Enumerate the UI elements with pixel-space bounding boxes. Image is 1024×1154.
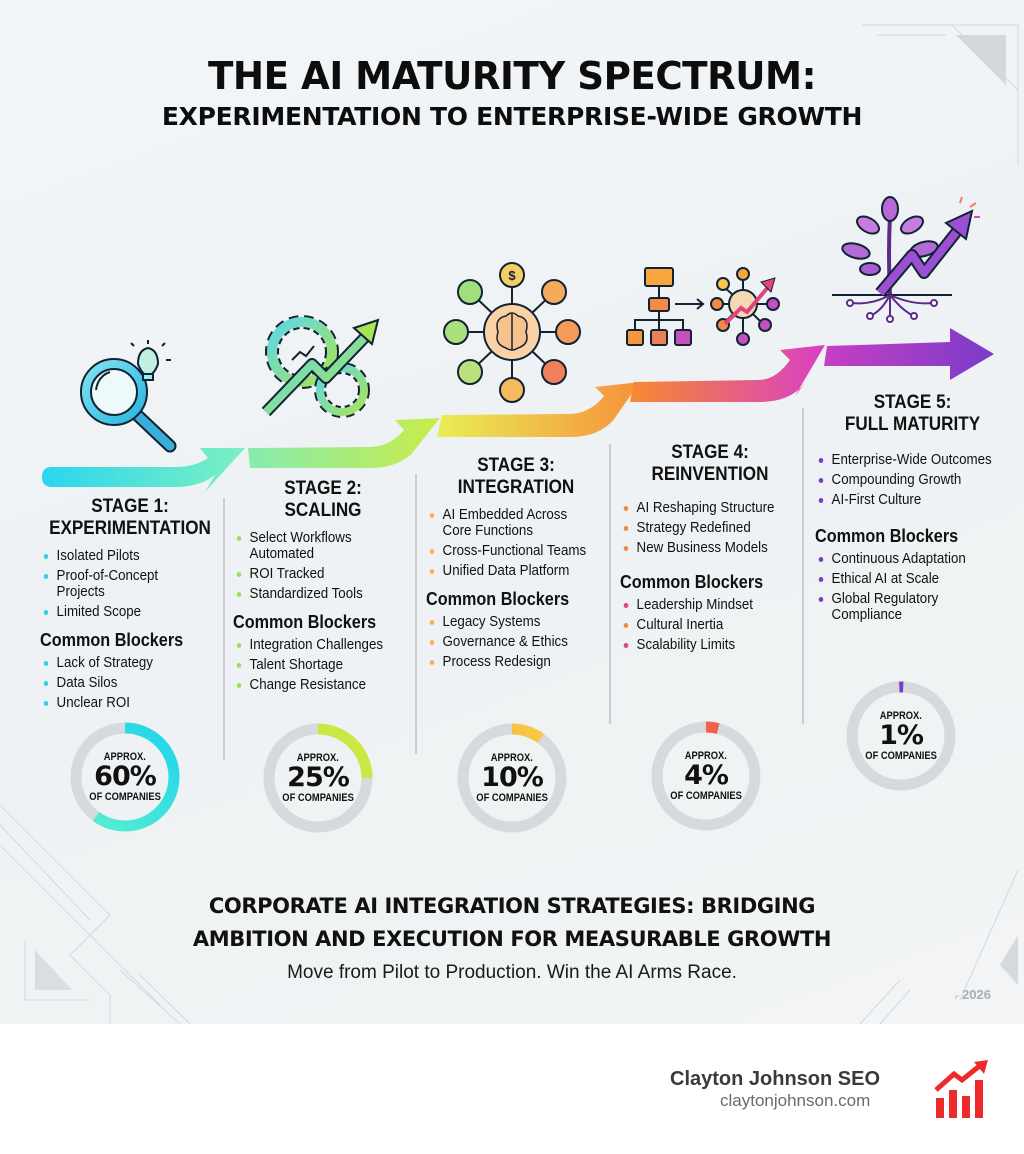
list-item: Ethical AI at Scale	[815, 571, 994, 587]
list-item: Limited Scope	[40, 604, 206, 620]
list-item: Select Workflows Automated	[233, 530, 399, 562]
stage-2-title: STAGE 2: SCALING	[284, 478, 362, 521]
list-item: AI Reshaping Structure	[620, 500, 786, 516]
list-item: Continuous Adaptation	[815, 551, 994, 567]
bar-chart-growth-icon	[934, 1060, 988, 1118]
stage-5-title: STAGE 5: FULL MATURITY	[844, 392, 981, 435]
list-item: Cross-Functional Teams	[426, 543, 592, 559]
stage-5-blockers: Continuous Adaptation Ethical AI at Scal…	[815, 551, 1010, 623]
percent-value: 4%	[684, 760, 729, 791]
list-item: Talent Shortage	[233, 657, 399, 673]
stage-2-characteristics: Select Workflows Automated ROI Tracked S…	[233, 530, 413, 602]
percent-value: 25%	[287, 762, 350, 793]
list-item: Leadership Mindset	[620, 597, 786, 613]
list-item: Lack of Strategy	[40, 655, 206, 671]
stage-1-panel: STAGE 1: EXPERIMENTATION Isolated Pilots…	[40, 496, 220, 715]
gears-growth-arrow-icon	[262, 315, 380, 418]
stage-3-characteristics: AI Embedded Across Core Functions Cross-…	[426, 507, 606, 579]
list-item: Process Redesign	[426, 654, 592, 670]
stage-3-title: STAGE 3: INTEGRATION	[457, 455, 575, 498]
stage-4-panel: STAGE 4: REINVENTION AI Reshaping Struct…	[620, 442, 800, 657]
page-subtitle: EXPERIMENTATION TO ENTERPRISE-WIDE GROWT…	[161, 102, 863, 131]
list-item: Scalability Limits	[620, 637, 786, 653]
list-item: Integration Challenges	[233, 637, 399, 653]
list-item: Change Resistance	[233, 677, 399, 693]
list-item: New Business Models	[620, 540, 786, 556]
stage-5-characteristics: Enterprise-Wide Outcomes Compounding Gro…	[815, 452, 1010, 508]
stage-5-share-donut: APPROX. 1% OF COMPANIES	[845, 680, 957, 792]
tagline: Move from Pilot to Production. Win the A…	[287, 962, 737, 983]
list-item: Data Silos	[40, 675, 206, 691]
year-label: 2026	[962, 987, 991, 1002]
list-item: Governance & Ethics	[426, 634, 592, 650]
stage-divider	[415, 474, 417, 754]
stage-4-share-donut: APPROX. 4% OF COMPANIES	[650, 720, 762, 832]
svg-text:$: $	[508, 268, 516, 283]
stage-1-characteristics: Isolated Pilots Proof-of-Concept Project…	[40, 548, 220, 620]
donut-ring	[457, 723, 567, 833]
bottom-headline: CORPORATE AI INTEGRATION STRATEGIES: BRI…	[192, 894, 832, 951]
stage-3-panel: STAGE 3: INTEGRATION AI Embedded Across …	[426, 455, 606, 674]
stage-divider	[223, 498, 225, 760]
blockers-heading: Common Blockers	[233, 612, 377, 632]
list-item: Cultural Inertia	[620, 617, 786, 633]
percent-value: 1%	[879, 720, 924, 751]
list-item: ROI Tracked	[233, 566, 399, 582]
stage-1-share-donut: APPROX. 60% OF COMPANIES	[69, 721, 181, 833]
list-item: Global Regulatory Compliance	[815, 591, 994, 623]
list-item: Enterprise-Wide Outcomes	[815, 452, 994, 468]
list-item: Strategy Redefined	[620, 520, 786, 536]
donut-ring	[846, 681, 956, 791]
stage-2-blockers: Integration Challenges Talent Shortage C…	[233, 637, 413, 693]
list-item: Isolated Pilots	[40, 548, 206, 564]
stage-3-share-donut: APPROX. 10% OF COMPANIES	[456, 722, 568, 834]
donut-ring	[263, 723, 373, 833]
progression-arrow	[42, 328, 994, 492]
percent-value: 10%	[481, 762, 544, 793]
brand-url[interactable]: claytonjohnson.com	[720, 1091, 871, 1110]
stage-1-title: STAGE 1: EXPERIMENTATION	[49, 496, 211, 539]
page-title: THE AI MATURITY SPECTRUM:	[207, 54, 817, 98]
donut-ring	[70, 722, 180, 832]
stage-5-panel: STAGE 5: FULL MATURITY Enterprise-Wide O…	[815, 392, 1010, 627]
list-item: Compounding Growth	[815, 472, 994, 488]
list-item: AI Embedded Across Core Functions	[426, 507, 592, 539]
list-item: Unclear ROI	[40, 695, 206, 711]
stage-4-title: STAGE 4: REINVENTION	[651, 442, 769, 485]
blockers-heading: Common Blockers	[815, 526, 959, 546]
org-chart-transform-icon	[626, 267, 780, 346]
blockers-heading: Common Blockers	[40, 630, 184, 650]
brand-name: Clayton Johnson SEO	[670, 1068, 881, 1090]
stage-4-characteristics: AI Reshaping Structure Strategy Redefine…	[620, 500, 800, 556]
donut-ring	[651, 721, 761, 831]
tree-growth-arrow-icon	[832, 196, 980, 323]
list-item: Legacy Systems	[426, 614, 592, 630]
blockers-heading: Common Blockers	[426, 589, 570, 609]
percent-value: 60%	[94, 761, 157, 792]
list-item: Unified Data Platform	[426, 563, 592, 579]
list-item: Proof-of-Concept Projects	[40, 568, 206, 600]
footer	[0, 1024, 1024, 1154]
stage-3-blockers: Legacy Systems Governance & Ethics Proce…	[426, 614, 606, 670]
list-item: AI-First Culture	[815, 492, 994, 508]
stage-1-blockers: Lack of Strategy Data Silos Unclear ROI	[40, 655, 220, 711]
magnifier-lightbulb-icon	[80, 340, 177, 453]
blockers-heading: Common Blockers	[620, 572, 764, 592]
stage-divider	[609, 444, 611, 724]
stage-2-panel: STAGE 2: SCALING Select Workflows Automa…	[233, 478, 413, 697]
stage-4-blockers: Leadership Mindset Cultural Inertia Scal…	[620, 597, 800, 653]
stage-2-share-donut: APPROX. 25% OF COMPANIES	[262, 722, 374, 834]
stage-divider	[802, 408, 804, 724]
list-item: Standardized Tools	[233, 586, 399, 602]
brain-network-icon: $	[443, 262, 581, 403]
infographic-canvas: THE AI MATURITY SPECTRUM: EXPERIMENTATIO…	[0, 0, 1024, 1024]
